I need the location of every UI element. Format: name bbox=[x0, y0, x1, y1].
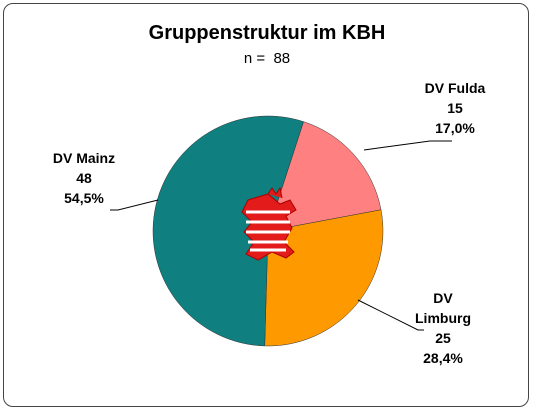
slice-label: DV Mainz 48 54,5% bbox=[34, 148, 134, 208]
chart-subtitle: n = 88 bbox=[243, 50, 291, 67]
percentage-label: 17,0% bbox=[435, 120, 475, 136]
pie-slice bbox=[152, 115, 304, 347]
value-label: 25 bbox=[435, 330, 451, 346]
slice-label: DV Limburg 25 28,4% bbox=[413, 288, 473, 368]
category-label: DV Limburg bbox=[415, 290, 471, 326]
leader-line bbox=[110, 199, 159, 211]
percentage-label: 54,5% bbox=[64, 190, 104, 206]
leader-line bbox=[357, 299, 424, 331]
pie-slice bbox=[267, 121, 382, 232]
slice-label: DV Fulda 15 17,0% bbox=[410, 78, 500, 138]
leader-line bbox=[363, 140, 452, 151]
value-label: 15 bbox=[447, 100, 463, 116]
chart-title: Gruppenstruktur im KBH bbox=[148, 22, 386, 44]
value-label: 48 bbox=[76, 170, 92, 186]
percentage-label: 28,4% bbox=[423, 350, 463, 366]
leader-lines bbox=[110, 140, 452, 331]
category-label: DV Mainz bbox=[52, 150, 116, 166]
crest-icon bbox=[241, 186, 297, 261]
slices bbox=[152, 115, 384, 347]
pie-slice bbox=[264, 209, 384, 347]
chart-frame bbox=[3, 3, 529, 407]
category-label: DV Fulda bbox=[424, 80, 486, 96]
